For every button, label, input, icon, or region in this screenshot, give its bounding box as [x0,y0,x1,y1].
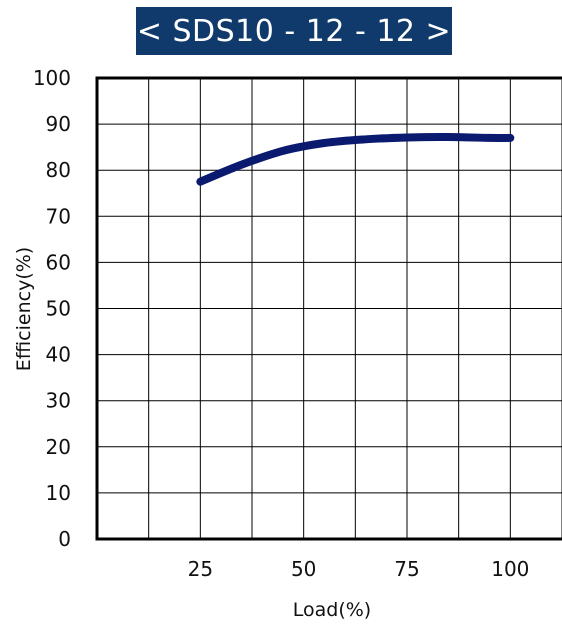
y-tick-label-80: 80 [46,158,71,182]
y-tick-label-90: 90 [46,112,71,136]
y-tick-label-40: 40 [46,343,71,367]
y-tick-label-100: 100 [33,66,71,90]
y-axis-label: Efficiency(%) [13,247,35,371]
axes [95,76,562,541]
y-tick-label-30: 30 [46,389,71,413]
x-tick-label-25: 25 [188,557,213,581]
y-tick-label-10: 10 [46,481,71,505]
y-tick-label-20: 20 [46,435,71,459]
chart-title: < SDS10 - 12 - 12 > [136,7,452,55]
efficiency-series-line [196,132,515,186]
x-tick-label-75: 75 [394,557,419,581]
grid [97,77,562,539]
y-tick-label-50: 50 [46,297,71,321]
x-axis-label: Load(%) [293,599,371,621]
series-layer [196,132,515,186]
y-tick-label-60: 60 [46,250,71,274]
x-tick-label-100: 100 [491,557,529,581]
y-tick-label-0: 0 [58,527,71,551]
tick-labels: 0 10 20 30 40 50 60 70 80 90 100 25 50 75 100 [33,66,530,581]
y-tick-label-70: 70 [46,204,71,228]
x-tick-label-50: 50 [291,557,316,581]
